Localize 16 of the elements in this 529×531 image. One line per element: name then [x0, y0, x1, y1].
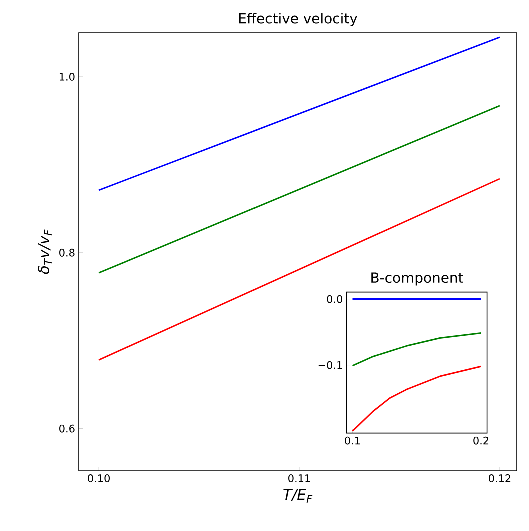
y-tick-label: −0.1	[318, 361, 342, 370]
chart-title: Effective velocity	[239, 13, 358, 27]
x-tick-label: 0.11	[288, 474, 310, 482]
x-tick-label: 0.10	[88, 474, 110, 482]
line-series	[352, 366, 482, 432]
y-axis-title: δ$_{T}$v/v$_{F}$	[38, 230, 52, 274]
x-tick-label: 0.2	[474, 436, 489, 445]
y-tick-label: 0.0	[327, 295, 342, 304]
line-series	[352, 332, 482, 367]
x-tick-label: 0.1	[345, 436, 360, 445]
chart-title: B-component	[372, 272, 464, 286]
x-axis-title: T/E$_{F}$	[284, 489, 313, 503]
y-tick-label: 0.6	[60, 424, 75, 433]
y-tick-label: 1.0	[60, 73, 75, 81]
y-tick-label: 0.8	[60, 248, 75, 257]
x-tick-label: 0.12	[489, 474, 511, 482]
